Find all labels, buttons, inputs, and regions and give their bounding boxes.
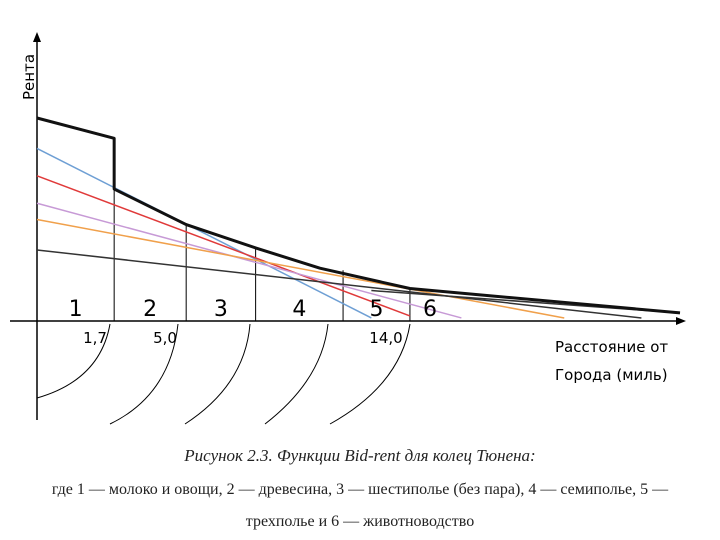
lower-curve-4 xyxy=(264,323,329,425)
bid-rent-lines xyxy=(36,147,681,319)
zone-label-5: 5 xyxy=(370,297,384,322)
bid-rent-line-4 xyxy=(36,218,565,319)
tick-labels: 1,7 5,0 14,0 xyxy=(83,329,403,347)
chart: Рента Расстояние от Города (миль) 1 2 3 4 5 6… xyxy=(10,32,686,425)
rent-envelope xyxy=(36,116,681,315)
lower-curve-1 xyxy=(36,323,111,399)
y-axis-arrow xyxy=(33,32,41,42)
x-axis-label-line2: Города (миль) xyxy=(555,366,668,384)
tick-label-1: 1,7 xyxy=(83,329,107,347)
axes xyxy=(10,32,686,420)
zone-labels: 1 2 3 4 5 6 xyxy=(69,297,437,322)
rent-envelope-line xyxy=(36,116,681,315)
lower-curves xyxy=(36,323,411,425)
zone-label-1: 1 xyxy=(69,297,83,322)
zone-label-4: 4 xyxy=(292,297,306,322)
zone-label-3: 3 xyxy=(214,297,228,322)
tick-label-2: 5,0 xyxy=(153,329,177,347)
lower-curve-3 xyxy=(184,323,251,425)
lower-curve-5 xyxy=(329,323,411,425)
bid-rent-line-1 xyxy=(36,147,372,319)
figure-caption-line1: где 1 — молоко и овощи, 2 — древесина, 3… xyxy=(51,481,669,498)
figure-caption-title: Рисунок 2.3. Функции Bid-rent для колец … xyxy=(184,446,536,465)
bid-rent-line-2 xyxy=(36,175,411,317)
figure-caption-line2: трехполье и 6 — животноводство xyxy=(245,513,475,530)
zone-label-2: 2 xyxy=(143,297,157,322)
x-axis-arrow xyxy=(676,317,686,325)
bid-rent-line-3 xyxy=(36,202,462,319)
lower-curve-2 xyxy=(109,323,179,425)
y-axis-label: Рента xyxy=(20,54,38,100)
zone-label-6: 6 xyxy=(423,297,437,322)
x-axis-label-line1: Расстояние от xyxy=(555,338,668,356)
bid-rent-line-5 xyxy=(36,249,642,319)
zone-boundaries xyxy=(36,118,411,321)
tick-label-3: 14,0 xyxy=(369,329,402,347)
